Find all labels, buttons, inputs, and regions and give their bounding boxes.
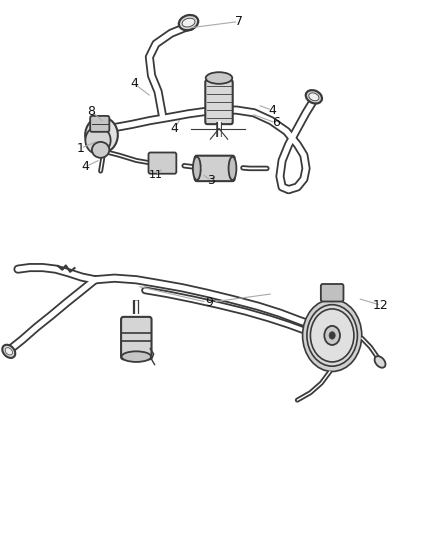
Ellipse shape xyxy=(179,15,198,30)
Circle shape xyxy=(303,300,362,372)
FancyBboxPatch shape xyxy=(194,156,235,181)
Circle shape xyxy=(324,326,340,345)
FancyBboxPatch shape xyxy=(205,80,233,124)
Circle shape xyxy=(307,305,357,366)
Text: 4: 4 xyxy=(171,122,179,135)
Text: 9: 9 xyxy=(205,296,213,309)
Text: 6: 6 xyxy=(272,116,279,130)
Text: 12: 12 xyxy=(373,298,389,312)
Text: 4: 4 xyxy=(268,103,276,117)
FancyBboxPatch shape xyxy=(90,116,110,132)
Ellipse shape xyxy=(309,93,319,101)
Text: 7: 7 xyxy=(235,15,243,28)
Circle shape xyxy=(311,309,354,362)
Text: 3: 3 xyxy=(207,174,215,187)
Text: 8: 8 xyxy=(87,104,95,118)
Ellipse shape xyxy=(374,356,385,368)
Circle shape xyxy=(329,332,335,339)
FancyBboxPatch shape xyxy=(148,152,177,174)
Ellipse shape xyxy=(206,72,232,84)
Ellipse shape xyxy=(193,157,201,180)
Ellipse shape xyxy=(229,157,237,180)
Text: 4: 4 xyxy=(81,160,89,173)
Ellipse shape xyxy=(92,142,110,158)
Ellipse shape xyxy=(5,348,12,355)
Ellipse shape xyxy=(306,90,322,103)
Ellipse shape xyxy=(2,345,15,358)
Ellipse shape xyxy=(85,117,118,153)
Text: 11: 11 xyxy=(148,171,162,180)
Ellipse shape xyxy=(85,126,111,154)
FancyBboxPatch shape xyxy=(121,317,152,359)
Ellipse shape xyxy=(121,351,151,362)
FancyBboxPatch shape xyxy=(321,284,343,302)
Text: 1: 1 xyxy=(77,142,85,155)
Ellipse shape xyxy=(182,18,195,27)
Text: 4: 4 xyxy=(130,77,138,90)
